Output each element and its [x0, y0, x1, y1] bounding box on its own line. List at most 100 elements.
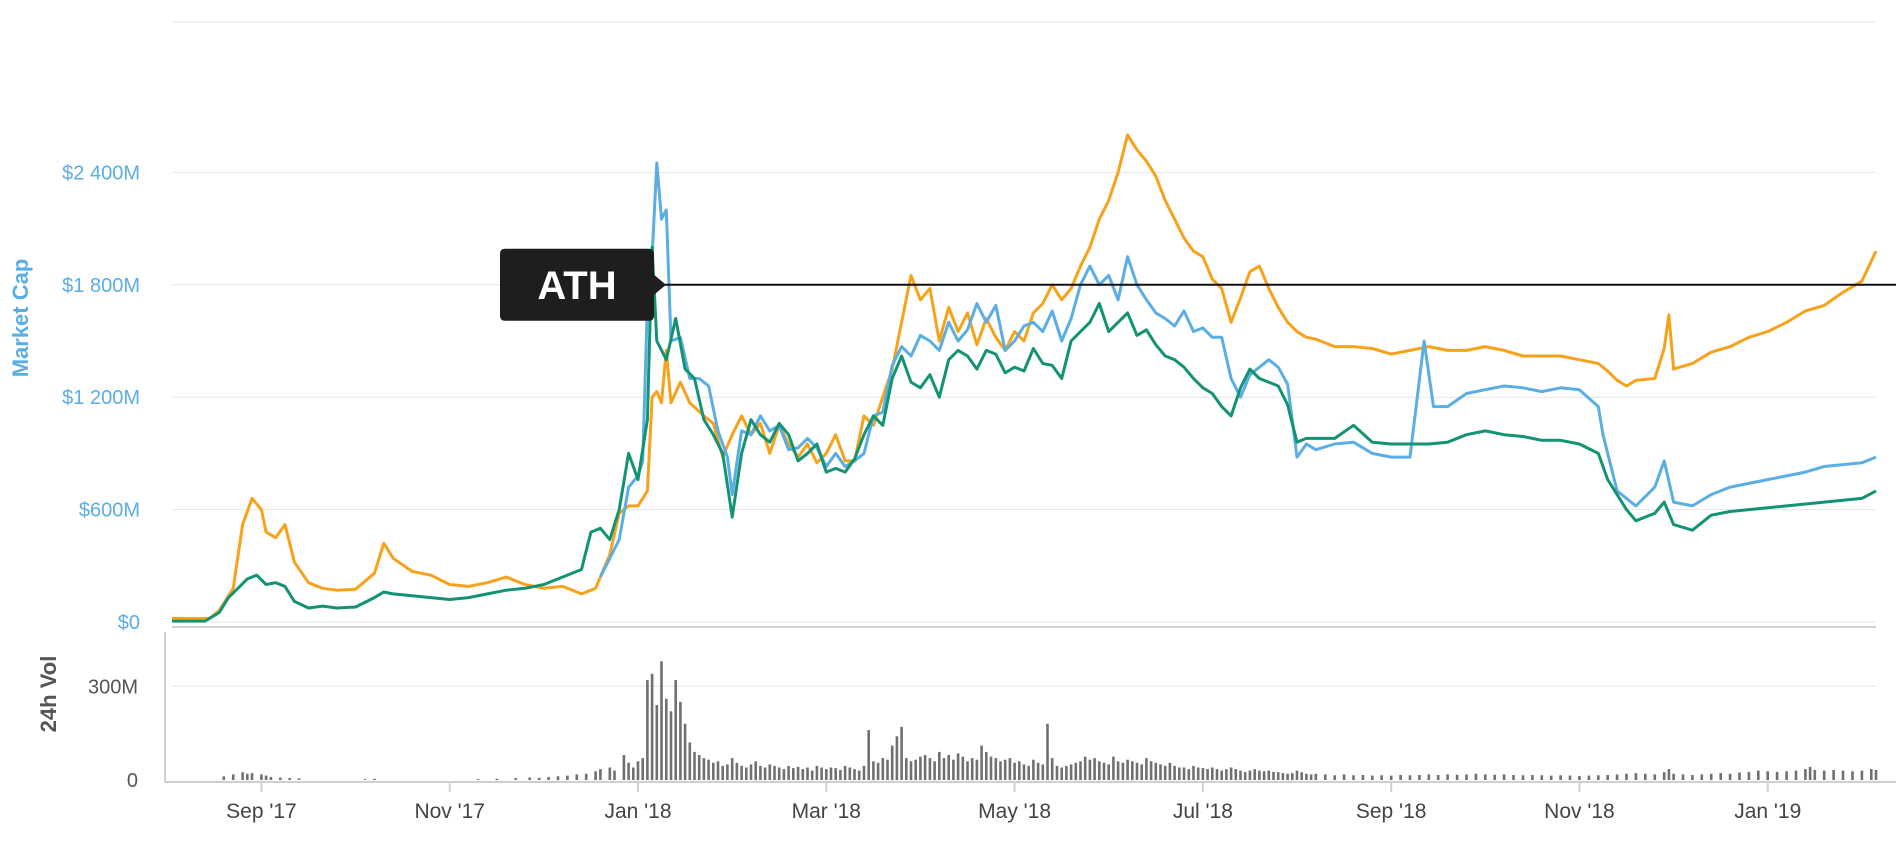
volume-bar [933, 761, 936, 781]
volume-bar [1258, 770, 1261, 780]
volume-axis-title: 24h Vol [36, 656, 61, 733]
volume-bar [1050, 758, 1054, 780]
volume-bar [1234, 769, 1238, 780]
volume-bar [1079, 761, 1082, 781]
volume-bar [810, 770, 814, 780]
volume-bar [839, 770, 842, 780]
volume-bar [1822, 770, 1826, 780]
volume-bar [1267, 770, 1271, 780]
volume-bar [1832, 770, 1835, 780]
volume-bar [1018, 761, 1021, 781]
volume-bar [1145, 758, 1148, 780]
volume-bar [683, 723, 687, 781]
volume-bar [1808, 766, 1812, 780]
volume-bar [1187, 769, 1191, 780]
volume-bar [1747, 771, 1751, 780]
volume-bar [1192, 765, 1195, 780]
volume-bar [1112, 756, 1115, 780]
volume-bar [636, 761, 640, 781]
volume-bar [632, 767, 635, 780]
volume-bar [1159, 764, 1162, 780]
volume-bar [1794, 770, 1798, 780]
volume-bar [966, 761, 969, 781]
volume-bar [1022, 764, 1026, 780]
volume-bar [829, 767, 833, 780]
volume-bar [679, 701, 682, 780]
volume-bar [702, 758, 706, 780]
volume-bar [1540, 775, 1544, 780]
series-line-1 [171, 133, 1878, 621]
volume-bar [820, 767, 823, 780]
volume-bar [773, 765, 776, 780]
volume-bar [1672, 773, 1675, 781]
volume-bar [674, 680, 677, 780]
volume-bar [919, 756, 922, 780]
volume-bar [806, 767, 809, 780]
y-tick-label: $2 400M [62, 162, 140, 184]
volume-bar [952, 759, 955, 780]
volume-bar [1427, 774, 1431, 780]
volume-bar [1027, 765, 1030, 780]
ath-annotation: ATH [500, 248, 1896, 321]
volume-bar [1107, 764, 1110, 780]
volume-bar [730, 758, 734, 780]
volume-bar [297, 778, 301, 780]
volume-bar [1253, 769, 1256, 780]
volume-bar [1766, 771, 1769, 781]
volume-bar [1093, 758, 1096, 780]
volume-bar [801, 769, 805, 780]
volume-bar [745, 767, 748, 780]
y-tick-label: $1 200M [62, 387, 140, 409]
volume-bar [627, 762, 630, 780]
x-tick-label: Jul '18 [1173, 800, 1233, 823]
volume-bar [1305, 773, 1308, 781]
volume-bar [815, 765, 819, 780]
volume-bar [1691, 775, 1694, 780]
volume-bars [222, 661, 1878, 781]
volume-bar [1220, 770, 1223, 780]
volume-bar [1295, 770, 1299, 780]
volume-bar [712, 762, 715, 780]
volume-bar [1380, 775, 1383, 780]
volume-bar [1342, 774, 1346, 780]
volume-bar [1069, 764, 1073, 780]
volume-bar [923, 755, 927, 780]
volume-bar [1276, 772, 1280, 780]
volume-bar [476, 779, 480, 780]
volume-bar [660, 661, 663, 781]
volume-bar [890, 745, 894, 780]
volume-bar [857, 770, 861, 780]
volume-bar [1549, 775, 1553, 780]
volume-bar [1211, 767, 1214, 780]
volume-bar [1060, 767, 1063, 780]
x-axis: Sep '17 Nov '17 Jan '18 Mar '18 May '18 Jul '… [165, 781, 1896, 823]
volume-gridlines [164, 632, 1876, 782]
volume-bar [886, 759, 889, 780]
volume-bar [749, 764, 753, 780]
volume-bar [792, 768, 795, 780]
volume-bar [641, 758, 644, 780]
series-line-2 [599, 161, 1877, 578]
volume-bar [246, 773, 249, 781]
volume-bar [1121, 762, 1125, 780]
volume-bar [1262, 771, 1266, 781]
volume-bar [1559, 775, 1562, 780]
volume-bar [777, 767, 781, 780]
volume-bar [970, 758, 974, 780]
volume-bar [1206, 769, 1209, 780]
volume-bar [1521, 775, 1525, 780]
volume-bar [1088, 759, 1092, 780]
volume-bar [994, 758, 998, 780]
volume-bar [900, 726, 903, 780]
volume-bar [1634, 773, 1638, 780]
volume-bar [241, 772, 244, 780]
volume-bar [1587, 775, 1591, 780]
volume-bar [876, 762, 880, 780]
x-tick-label: Jan '18 [604, 800, 671, 823]
volume-bar [1841, 770, 1845, 780]
volume-bar [787, 765, 790, 780]
volume-bar [1757, 770, 1760, 780]
volume-bar [1173, 765, 1176, 780]
volume-bar [1168, 762, 1172, 780]
